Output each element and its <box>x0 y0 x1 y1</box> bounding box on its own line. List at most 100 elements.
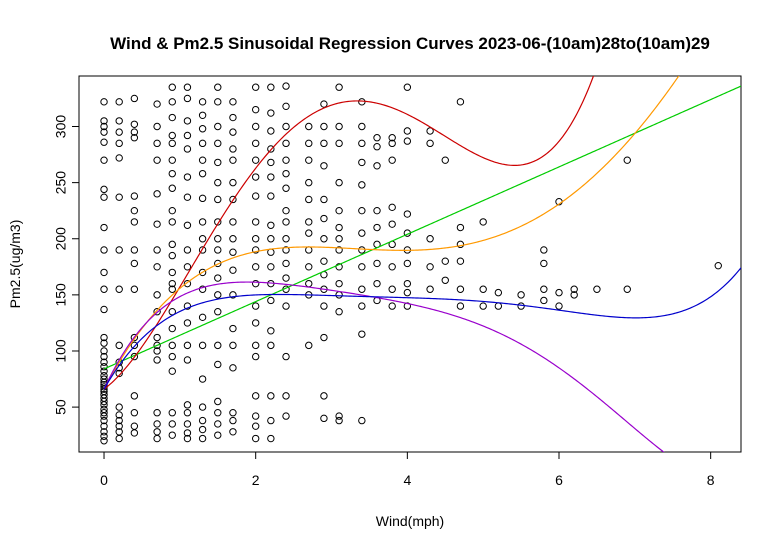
data-point <box>153 308 161 316</box>
data-point <box>320 214 328 223</box>
data-point <box>198 125 207 133</box>
data-point <box>251 422 260 430</box>
data-point <box>115 98 123 106</box>
data-point <box>251 156 260 164</box>
data-point <box>214 341 222 350</box>
data-point <box>570 285 578 293</box>
data-point <box>229 128 237 136</box>
data-point <box>335 263 343 271</box>
data-point <box>183 246 192 254</box>
data-point <box>168 131 176 140</box>
data-point <box>214 259 222 268</box>
data-point <box>168 367 176 375</box>
data-point <box>168 184 176 192</box>
data-point <box>100 193 108 201</box>
data-point <box>335 223 343 232</box>
data-point <box>335 246 343 254</box>
data-point <box>267 221 275 229</box>
data-point <box>251 139 260 148</box>
data-point <box>214 158 222 167</box>
data-point <box>305 122 313 131</box>
data-point <box>168 139 176 148</box>
data-point <box>305 218 313 226</box>
data-point <box>183 279 192 288</box>
data-point <box>305 229 313 237</box>
data-point <box>100 367 108 375</box>
data-point <box>479 302 487 310</box>
data-point <box>198 313 207 322</box>
data-point <box>198 341 207 350</box>
data-point <box>251 412 260 420</box>
data-point <box>267 416 275 425</box>
data-point <box>153 156 161 164</box>
data-point <box>373 279 381 288</box>
data-point <box>320 162 328 170</box>
x-tick-label: 6 <box>555 472 563 488</box>
data-point <box>441 276 449 284</box>
data-point <box>100 347 108 355</box>
data-point <box>229 409 237 417</box>
data-point <box>100 305 108 314</box>
data-point <box>115 411 123 419</box>
data-point <box>305 156 313 164</box>
x-tick-label: 4 <box>403 472 411 488</box>
data-point <box>183 434 192 443</box>
data-point <box>214 431 222 439</box>
data-point <box>373 223 381 232</box>
data-point <box>100 285 108 293</box>
data-point <box>153 420 161 428</box>
data-point <box>267 109 275 117</box>
data-point <box>214 420 222 428</box>
data-point <box>214 195 222 204</box>
data-point <box>198 156 207 164</box>
data-point <box>320 257 328 265</box>
data-point <box>282 274 290 282</box>
data-point <box>214 178 222 187</box>
x-axis: 0 2 4 6 8 <box>100 451 715 488</box>
data-point <box>403 210 412 218</box>
data-point <box>282 235 290 243</box>
data-point <box>153 333 161 342</box>
data-point <box>168 352 176 361</box>
data-point <box>267 434 275 443</box>
data-point <box>320 392 328 400</box>
data-point <box>320 333 328 342</box>
x-tick-label: 8 <box>707 472 715 488</box>
data-point <box>251 235 260 243</box>
data-point <box>115 428 123 436</box>
data-point <box>183 341 192 350</box>
data-point <box>229 266 237 274</box>
data-point <box>320 122 328 131</box>
data-point <box>251 192 260 200</box>
data-point <box>251 434 260 443</box>
data-point <box>183 420 192 428</box>
data-point <box>229 416 237 425</box>
data-point <box>320 100 328 108</box>
data-point <box>358 206 366 215</box>
data-point <box>168 83 176 91</box>
data-point <box>426 235 434 243</box>
data-point <box>441 257 449 265</box>
data-point <box>168 324 176 333</box>
data-point <box>100 362 108 371</box>
data-point <box>335 83 343 91</box>
data-point <box>335 412 343 420</box>
data-point <box>229 291 237 299</box>
data-point <box>115 117 123 125</box>
data-point <box>305 263 313 271</box>
data-point <box>305 341 313 350</box>
data-point <box>229 428 237 436</box>
data-point <box>183 221 192 229</box>
data-point <box>198 403 207 411</box>
data-point <box>335 235 343 243</box>
data-point <box>251 173 260 181</box>
data-point <box>214 98 222 106</box>
data-point <box>570 291 578 299</box>
data-point <box>100 333 108 342</box>
data-point <box>153 356 161 364</box>
y-tick-label: 100 <box>53 339 69 363</box>
data-point <box>320 414 328 423</box>
data-point <box>267 235 275 243</box>
data-point <box>373 143 381 151</box>
data-point <box>426 127 434 135</box>
